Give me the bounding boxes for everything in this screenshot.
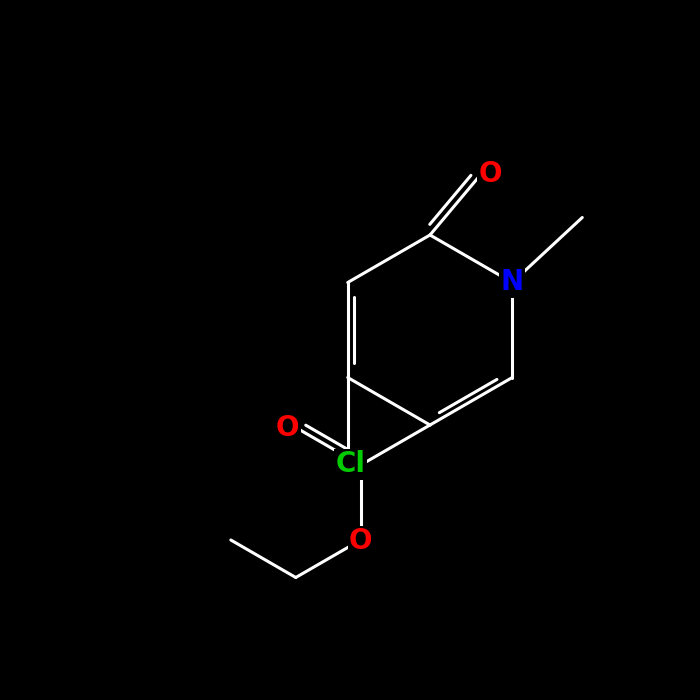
Text: O: O	[349, 527, 372, 555]
Text: Cl: Cl	[336, 451, 365, 479]
Text: N: N	[500, 269, 524, 297]
Text: O: O	[276, 414, 300, 442]
Text: O: O	[479, 160, 502, 188]
